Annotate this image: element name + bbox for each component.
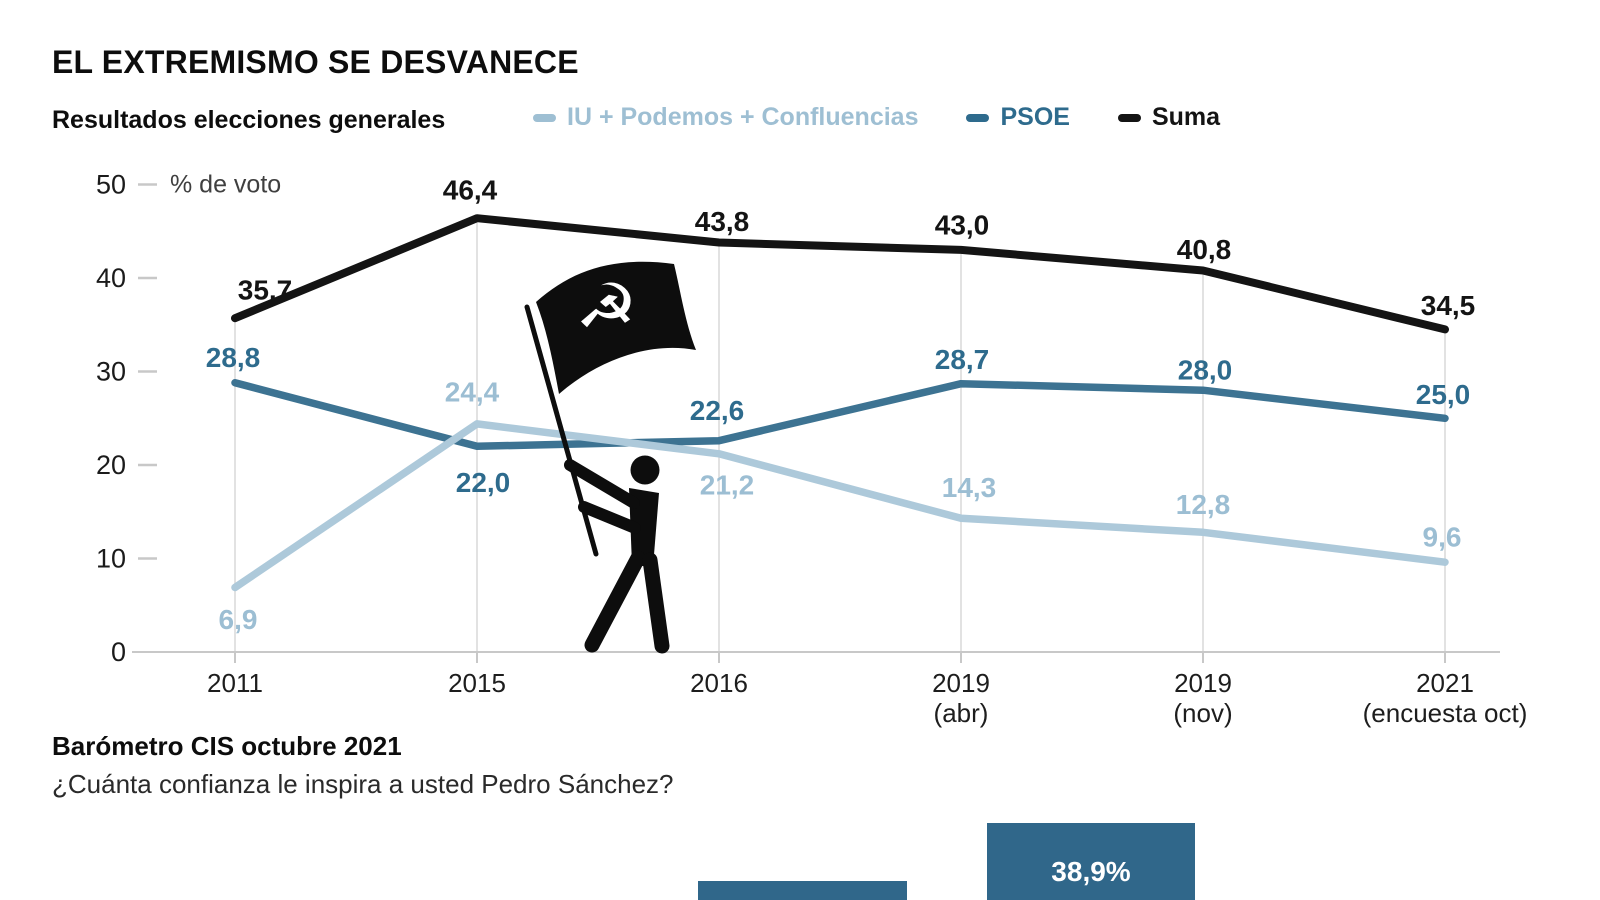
svg-text:0: 0	[111, 637, 126, 667]
svg-text:25,0: 25,0	[1416, 379, 1471, 410]
footer-question: ¿Cuánta confianza le inspira a usted Ped…	[52, 769, 674, 799]
svg-text:2021: 2021	[1416, 668, 1474, 698]
svg-text:46,4: 46,4	[443, 175, 498, 206]
svg-text:% de voto: % de voto	[170, 171, 281, 199]
svg-text:10: 10	[96, 544, 126, 574]
bar-confidence-low	[698, 881, 907, 900]
svg-text:2019: 2019	[932, 668, 990, 698]
flag-bearer-hammer-and-sickle-icon: ☭	[524, 261, 696, 654]
legend-item-iu-podemos-confluencias: IU + Podemos + Confluencias	[533, 103, 918, 132]
chart-subtitle: Resultados elecciones generales	[52, 105, 446, 134]
svg-text:24,4: 24,4	[445, 376, 500, 407]
svg-text:50: 50	[96, 170, 126, 200]
svg-text:21,2: 21,2	[700, 469, 755, 500]
svg-text:30: 30	[96, 357, 126, 387]
svg-text:43,8: 43,8	[695, 206, 750, 237]
chart-title: EL EXTREMISMO SE DESVANECE	[52, 44, 579, 80]
chart-legend: IU + Podemos + Confluencias PSOE Suma	[533, 103, 1220, 132]
footer-heading: Barómetro CIS octubre 2021	[52, 731, 402, 761]
bar-confidence-38-9: 38,9%	[987, 823, 1195, 900]
svg-text:28,0: 28,0	[1178, 355, 1233, 386]
svg-text:12,8: 12,8	[1176, 489, 1231, 520]
svg-text:6,9: 6,9	[219, 604, 258, 635]
svg-text:34,5: 34,5	[1421, 290, 1476, 321]
svg-text:☭: ☭	[572, 265, 642, 350]
svg-text:22,6: 22,6	[690, 395, 745, 426]
svg-text:(encuesta oct): (encuesta oct)	[1363, 698, 1528, 728]
legend-dash-icon	[533, 113, 556, 122]
legend-item-psoe: PSOE	[966, 103, 1070, 132]
subtitle-row: Resultados elecciones generales IU + Pod…	[52, 103, 1552, 137]
legend-label: PSOE	[1000, 103, 1070, 131]
svg-text:2011: 2011	[207, 668, 263, 698]
svg-text:28,8: 28,8	[206, 342, 261, 373]
svg-text:40,8: 40,8	[1177, 234, 1232, 265]
svg-text:(abr): (abr)	[934, 698, 989, 728]
svg-text:35,7: 35,7	[238, 275, 293, 306]
legend-dash-icon	[1117, 113, 1141, 122]
svg-text:20: 20	[96, 450, 126, 480]
legend-dash-icon	[966, 113, 990, 122]
svg-text:2019: 2019	[1174, 668, 1232, 698]
svg-text:40: 40	[96, 263, 126, 293]
svg-text:2015: 2015	[448, 668, 506, 698]
svg-text:28,7: 28,7	[935, 344, 990, 375]
legend-label: IU + Podemos + Confluencias	[567, 103, 919, 131]
svg-text:2016: 2016	[690, 668, 748, 698]
bar-value-label: 38,9%	[1051, 855, 1131, 887]
svg-text:14,3: 14,3	[942, 472, 997, 503]
svg-text:22,0: 22,0	[456, 467, 511, 498]
svg-text:43,0: 43,0	[935, 209, 990, 240]
svg-text:(nov): (nov)	[1173, 698, 1232, 728]
legend-item-suma: Suma	[1117, 103, 1221, 132]
legend-label: Suma	[1151, 103, 1221, 131]
svg-text:9,6: 9,6	[1423, 522, 1462, 553]
